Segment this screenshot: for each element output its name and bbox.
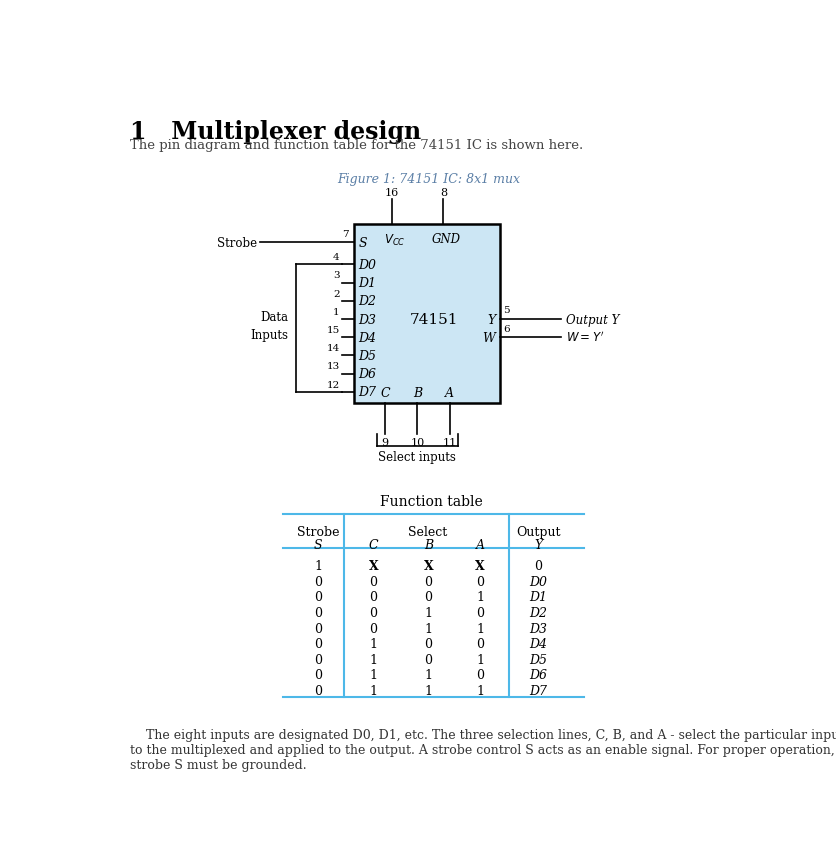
Text: D5: D5: [359, 349, 376, 363]
Text: 1: 1: [425, 622, 432, 635]
Text: Select: Select: [408, 526, 447, 538]
Text: Output Y: Output Y: [567, 313, 619, 326]
Text: Output: Output: [517, 526, 561, 538]
Text: 0: 0: [370, 591, 377, 603]
Text: 0: 0: [477, 606, 484, 619]
Text: X: X: [424, 560, 433, 572]
Text: GND: GND: [432, 233, 461, 246]
Text: D4: D4: [529, 637, 548, 651]
Text: 1: 1: [477, 591, 484, 603]
Text: D2: D2: [359, 295, 376, 308]
Text: 0: 0: [314, 668, 323, 682]
Text: 8: 8: [440, 187, 447, 197]
Text: $W = Y'$: $W = Y'$: [567, 331, 604, 345]
Text: 6: 6: [503, 324, 510, 333]
Text: Y: Y: [534, 538, 543, 552]
Text: W: W: [482, 332, 495, 344]
Text: 1: 1: [333, 307, 339, 316]
Text: 0: 0: [477, 637, 484, 651]
Text: 9: 9: [381, 438, 389, 448]
Text: D2: D2: [529, 606, 548, 619]
Text: S: S: [359, 236, 367, 250]
Text: 15: 15: [326, 326, 339, 334]
Text: X: X: [369, 560, 378, 572]
Text: D6: D6: [529, 668, 548, 682]
Text: 0: 0: [370, 575, 377, 588]
Text: B: B: [413, 387, 422, 399]
Text: 1: 1: [370, 653, 377, 666]
Text: Select inputs: Select inputs: [379, 450, 456, 463]
Text: 1   Multiplexer design: 1 Multiplexer design: [130, 120, 421, 143]
Text: 1: 1: [477, 684, 484, 697]
Text: S: S: [314, 538, 323, 552]
Text: D3: D3: [529, 622, 548, 635]
Text: 0: 0: [477, 575, 484, 588]
Text: 74151: 74151: [410, 312, 458, 327]
Text: 0: 0: [425, 637, 432, 651]
Text: 12: 12: [326, 380, 339, 389]
Text: 0: 0: [314, 622, 323, 635]
Text: 0: 0: [314, 591, 323, 603]
Text: 14: 14: [326, 344, 339, 353]
Text: A: A: [446, 387, 454, 399]
Text: X: X: [476, 560, 485, 572]
Text: The eight inputs are designated D0, D1, etc. The three selection lines, C, B, an: The eight inputs are designated D0, D1, …: [130, 728, 836, 771]
Text: 0: 0: [314, 606, 323, 619]
Text: Strobe: Strobe: [297, 526, 339, 538]
Text: 0: 0: [314, 637, 323, 651]
Text: 1: 1: [477, 622, 484, 635]
Text: D7: D7: [359, 386, 376, 399]
Text: Inputs: Inputs: [250, 329, 288, 342]
Text: Figure 1: 74151 IC: 8x1 mux: Figure 1: 74151 IC: 8x1 mux: [337, 173, 520, 186]
Text: 0: 0: [477, 668, 484, 682]
Text: 1: 1: [477, 653, 484, 666]
Text: 13: 13: [326, 362, 339, 371]
Text: D1: D1: [359, 277, 376, 289]
Text: D1: D1: [529, 591, 548, 603]
Text: 0: 0: [314, 684, 323, 697]
Text: 0: 0: [425, 575, 432, 588]
Text: Y: Y: [487, 313, 495, 326]
Text: D0: D0: [359, 258, 376, 272]
Text: Function table: Function table: [380, 495, 483, 508]
Text: A: A: [476, 538, 485, 552]
Bar: [354, 225, 500, 403]
Text: 10: 10: [410, 438, 425, 448]
Text: 7: 7: [342, 230, 349, 239]
Text: 1: 1: [425, 684, 432, 697]
Text: 1: 1: [425, 668, 432, 682]
Text: 0: 0: [314, 653, 323, 666]
Text: 0: 0: [425, 653, 432, 666]
Text: D3: D3: [359, 313, 376, 326]
Text: 4: 4: [333, 253, 339, 262]
Text: C: C: [380, 387, 390, 399]
Text: 1: 1: [425, 606, 432, 619]
Text: B: B: [424, 538, 433, 552]
Text: The pin diagram and function table for the 74151 IC is shown here.: The pin diagram and function table for t…: [130, 139, 584, 152]
Text: D6: D6: [359, 368, 376, 381]
Text: 0: 0: [425, 591, 432, 603]
Text: D5: D5: [529, 653, 548, 666]
Text: D7: D7: [529, 684, 548, 697]
Text: 5: 5: [503, 306, 510, 315]
Text: 11: 11: [443, 438, 457, 448]
Text: 1: 1: [314, 560, 323, 572]
Text: 0: 0: [370, 622, 377, 635]
Text: D4: D4: [359, 332, 376, 344]
Text: $V_{CC}$: $V_{CC}$: [384, 233, 405, 247]
Text: 16: 16: [385, 187, 399, 197]
Text: Data: Data: [260, 311, 288, 323]
Text: 0: 0: [314, 575, 323, 588]
Text: D0: D0: [529, 575, 548, 588]
Text: 2: 2: [333, 289, 339, 298]
Text: 1: 1: [370, 637, 377, 651]
Text: 3: 3: [333, 271, 339, 280]
Text: 0: 0: [370, 606, 377, 619]
Text: 1: 1: [370, 668, 377, 682]
Text: C: C: [369, 538, 378, 552]
Text: 1: 1: [370, 684, 377, 697]
Text: 0: 0: [534, 560, 543, 572]
Text: Strobe: Strobe: [217, 236, 257, 250]
